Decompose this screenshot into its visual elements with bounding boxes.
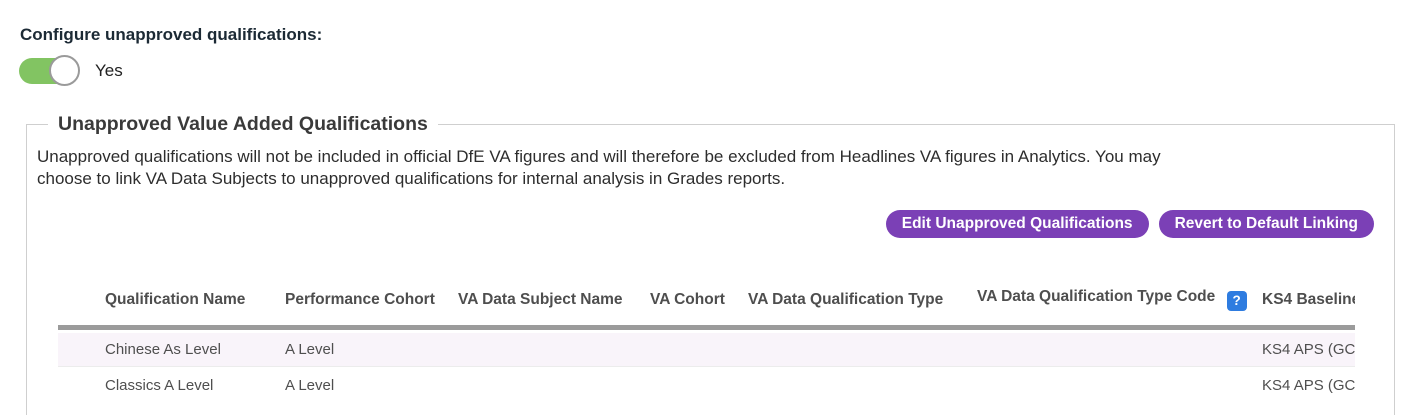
column-header-label: Qualification Name (105, 290, 246, 308)
table-header-row: Qualification Name Performance Cohort VA… (58, 288, 1355, 330)
cell-qualification-name: Classics A Level (105, 377, 214, 394)
column-header-label: VA Data Subject Name (458, 290, 623, 308)
help-icon[interactable]: ? (1226, 291, 1247, 311)
panel-actions: Edit Unapproved Qualifications Revert to… (36, 210, 1374, 238)
panel-title: Unapproved Value Added Qualifications (58, 113, 428, 135)
cell-va-data-qualification-type-code (977, 367, 1262, 404)
column-header-label: VA Data Qualification Type Code (977, 288, 1216, 305)
qualifications-table: Qualification Name Performance Cohort VA… (58, 288, 1355, 404)
cell-qualification-name: Chinese As Level (58, 330, 285, 367)
configure-unapproved-label: Configure unapproved qualifications: (20, 25, 323, 44)
cell-va-cohort (650, 367, 748, 404)
table-row[interactable]: Chinese As Level A Level KS4 APS (GC (58, 330, 1355, 367)
cell-ks4-baseline: KS4 APS (GC (1262, 377, 1355, 394)
cell-performance-cohort: A Level (285, 377, 335, 394)
cell-va-data-subject-name (458, 330, 650, 367)
column-header-label: VA Data Qualification Type (748, 290, 944, 308)
column-header-qualification-name: Qualification Name (58, 288, 285, 330)
cell-va-cohort (650, 330, 748, 367)
cell-va-data-qualification-type (748, 330, 977, 367)
column-header-va-data-subject-name: VA Data Subject Name (458, 288, 650, 330)
column-header-label: Performance Cohort (285, 290, 435, 308)
qualifications-table-wrap: Qualification Name Performance Cohort VA… (58, 288, 1355, 404)
unapproved-va-panel: Unapproved Value Added Qualifications Un… (26, 113, 1395, 415)
column-header-va-cohort: VA Cohort (650, 288, 748, 330)
cell-va-data-subject-name (458, 367, 650, 404)
unapproved-toggle[interactable] (19, 55, 80, 86)
column-header-ks4-baseline: KS4 Baseline (1262, 288, 1355, 330)
column-header-label: VA Cohort (650, 290, 725, 308)
column-header-label: KS4 Baseline (1262, 290, 1355, 308)
column-header-va-data-qualification-type: VA Data Qualification Type (748, 288, 977, 330)
toggle-state-label: Yes (95, 61, 123, 80)
revert-to-default-linking-button[interactable]: Revert to Default Linking (1158, 210, 1374, 238)
toggle-knob (49, 55, 80, 86)
cell-performance-cohort: A Level (285, 330, 458, 367)
cell-va-data-qualification-type (748, 367, 977, 404)
panel-description-line: Unapproved qualifications will not be in… (37, 147, 1161, 166)
cell-ks4-baseline: KS4 APS (GC (1262, 330, 1355, 367)
toggle-row: Yes (19, 55, 1414, 87)
column-header-va-data-qualification-type-code: VA Data Qualification Type Code ? (977, 288, 1262, 330)
column-header-performance-cohort: Performance Cohort (285, 288, 458, 330)
panel-description: Unapproved qualifications will not be in… (37, 146, 1374, 189)
cell-va-data-qualification-type-code (977, 330, 1262, 367)
edit-unapproved-qualifications-button[interactable]: Edit Unapproved Qualifications (885, 210, 1149, 238)
panel-description-line: choose to link VA Data Subjects to unapp… (37, 168, 786, 188)
table-row[interactable]: Classics A Level A Level KS4 APS (GC (58, 367, 1355, 404)
